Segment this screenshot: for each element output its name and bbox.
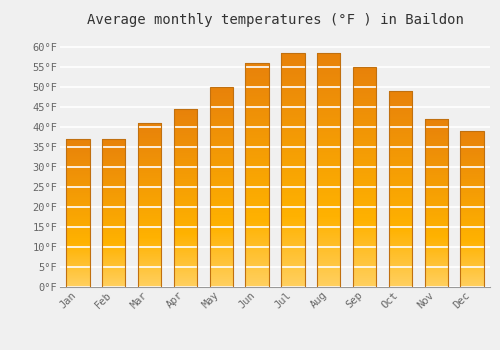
Bar (317, 53, 340, 287)
Bar (66, 139, 90, 287)
Bar (210, 87, 233, 287)
Bar (460, 131, 483, 287)
Bar (102, 139, 126, 287)
Bar (174, 109, 197, 287)
Bar (282, 53, 304, 287)
Bar (424, 119, 448, 287)
Bar (389, 91, 412, 287)
Title: Average monthly temperatures (°F ) in Baildon: Average monthly temperatures (°F ) in Ba… (86, 13, 464, 27)
Bar (138, 123, 161, 287)
Bar (353, 67, 376, 287)
Bar (246, 63, 268, 287)
